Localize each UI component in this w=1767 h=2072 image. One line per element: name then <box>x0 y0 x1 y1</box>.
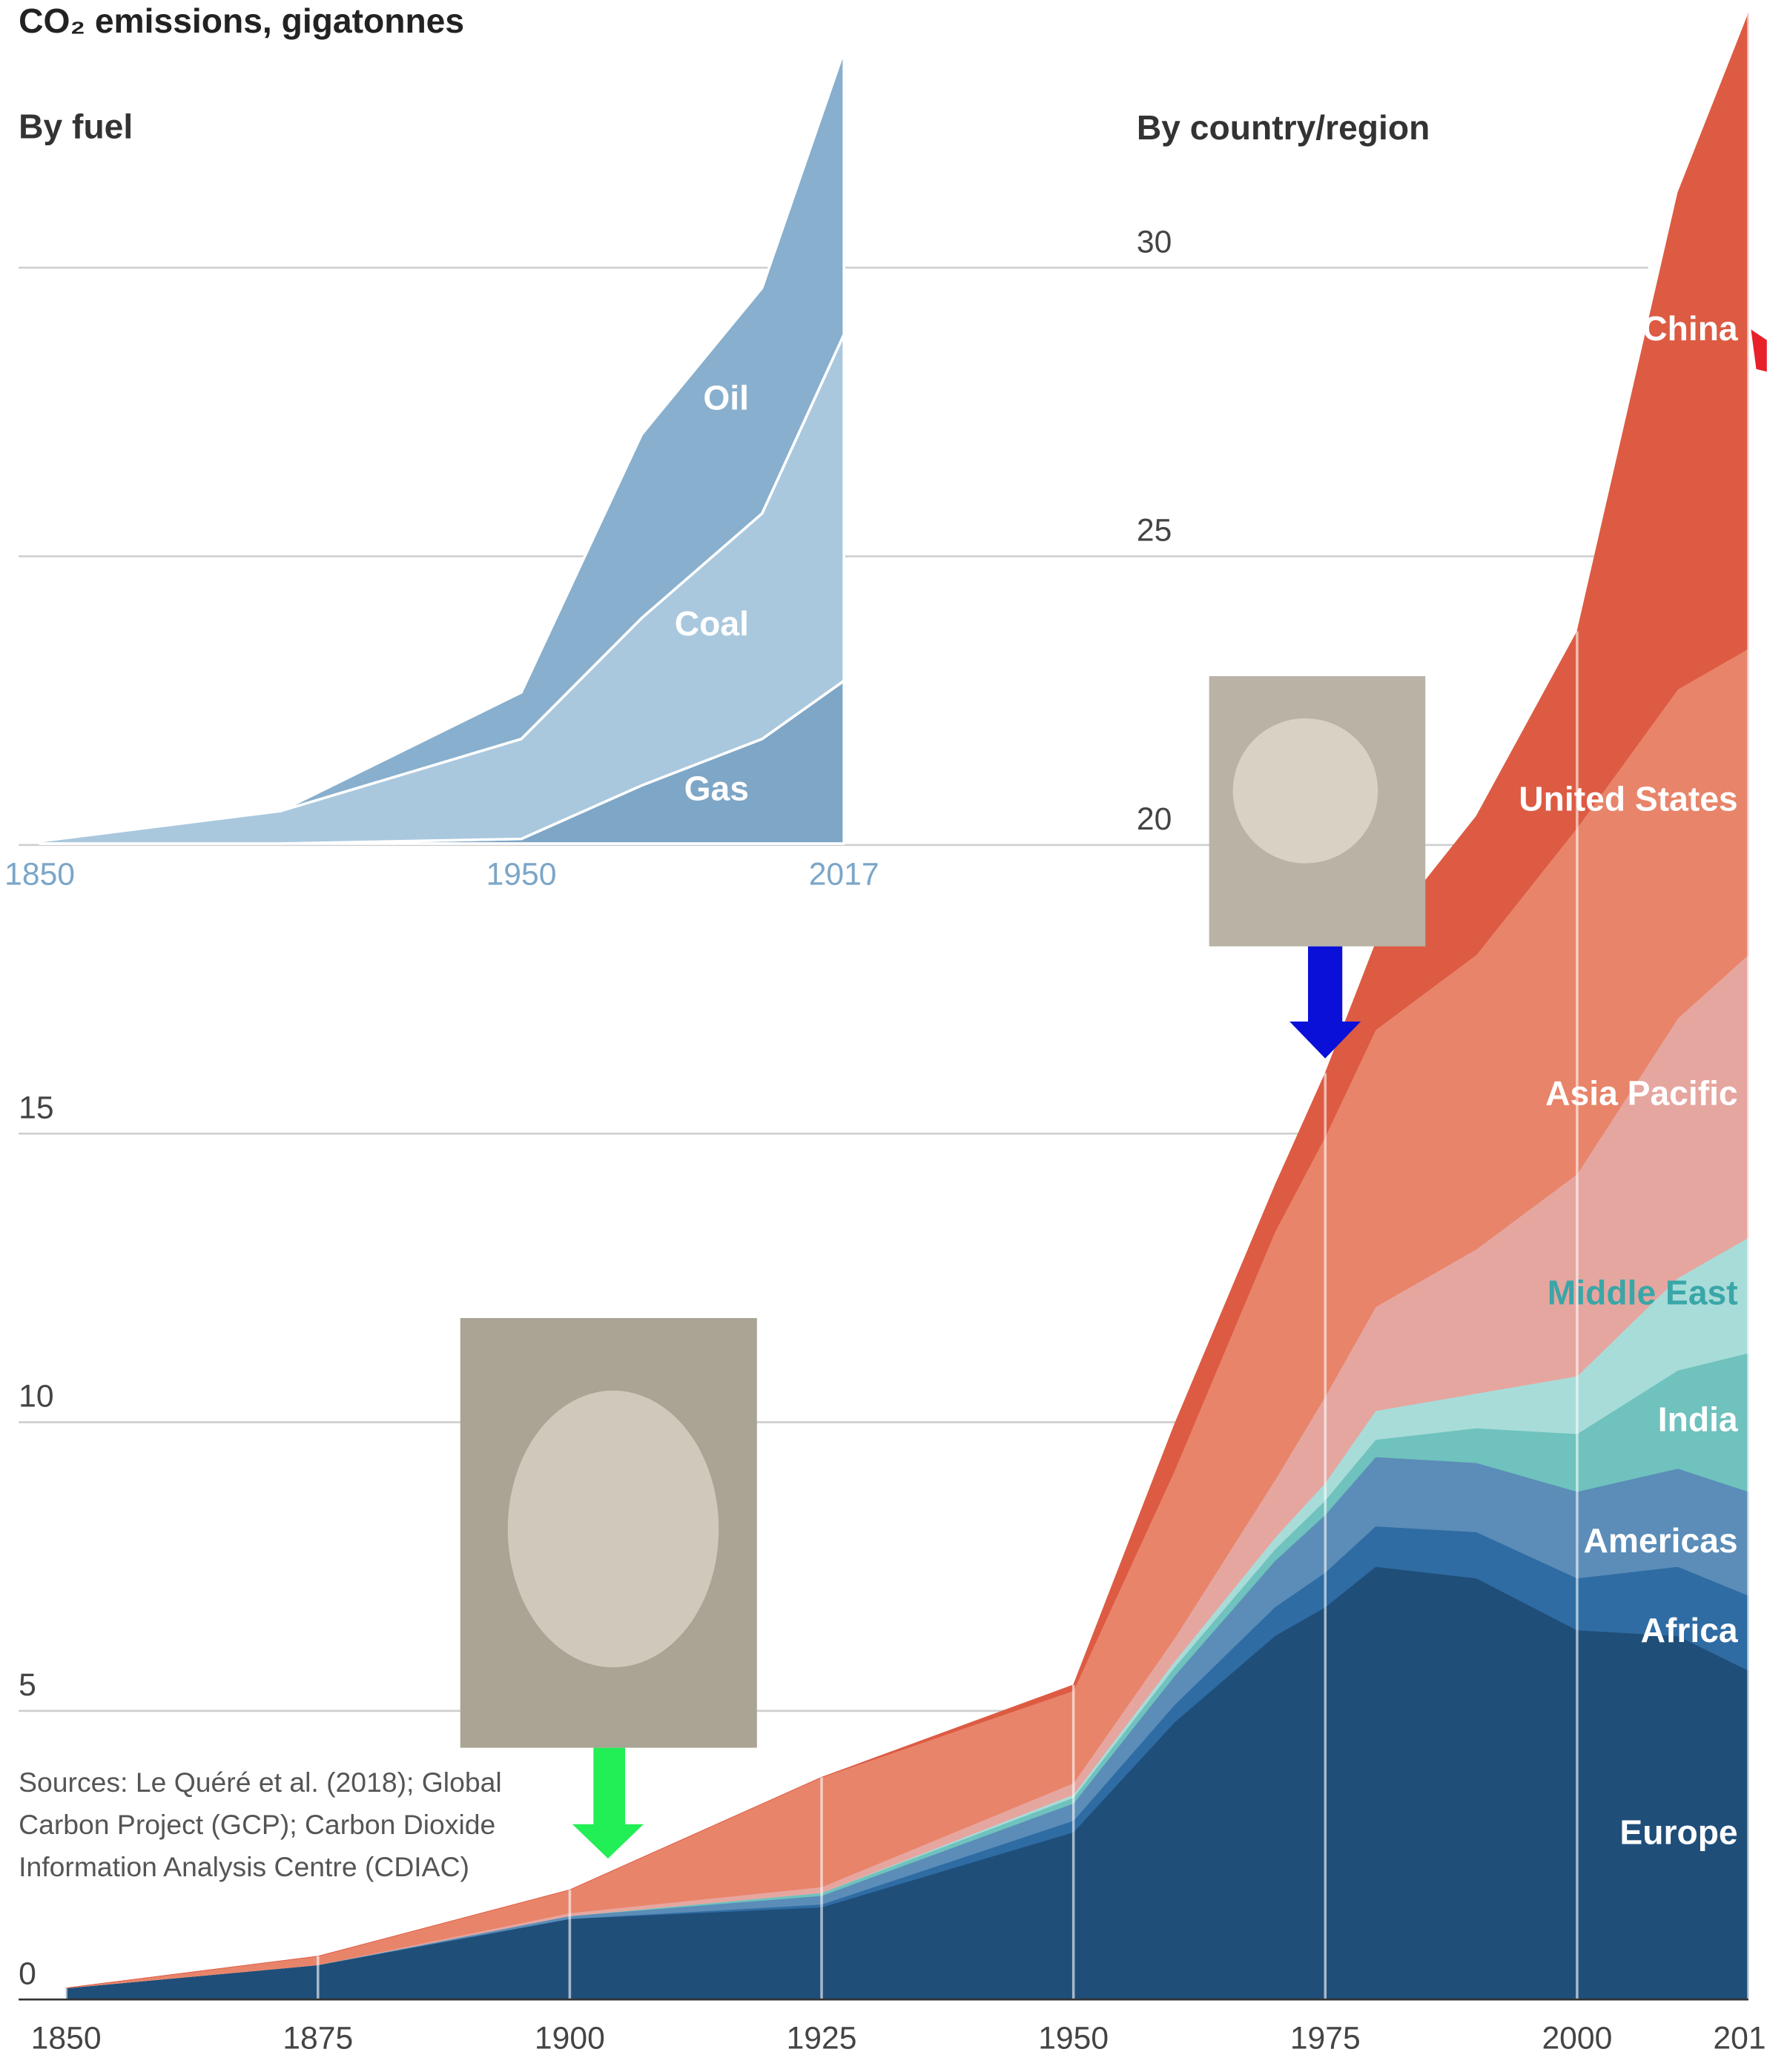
arrow <box>572 1747 644 1858</box>
x-tick-label: 2017 <box>1713 2021 1767 2056</box>
arrow <box>1289 946 1361 1059</box>
series-label: Coal <box>675 604 749 643</box>
y-tick-label: 15 <box>19 1090 53 1125</box>
series-label: Africa <box>1641 1611 1738 1649</box>
x-tick-label: 1950 <box>486 857 557 893</box>
series-label: United States <box>1519 780 1737 818</box>
source: Sources: Le Quéré et al. (2018); Global <box>19 1767 502 1798</box>
series-label: China <box>1642 309 1738 348</box>
x-tick-label: 1900 <box>535 2021 605 2056</box>
series-label: India <box>1658 1400 1738 1439</box>
series-label: Asia Pacific <box>1545 1074 1737 1113</box>
x-tick-label: 1925 <box>787 2021 857 2056</box>
inset-title: By fuel <box>19 107 133 145</box>
main-title: By country/region <box>1137 108 1430 147</box>
x-tick-label: 1950 <box>1038 2021 1109 2056</box>
source: Information Analysis Centre (CDIAC) <box>19 1851 469 1882</box>
arrow <box>1751 329 1767 372</box>
source: Carbon Project (GCP); Carbon Dioxide <box>19 1809 495 1840</box>
x-tick-label: 2017 <box>809 857 879 893</box>
series-label: Middle East <box>1548 1273 1738 1311</box>
series-label: Gas <box>684 769 749 808</box>
chart-title: CO₂ emissions, gigatonnes <box>19 1 464 40</box>
x-tick-label: 1850 <box>4 857 75 893</box>
photo-face <box>1232 718 1378 864</box>
x-tick-label: 1975 <box>1290 2021 1361 2056</box>
series-label: Americas <box>1584 1521 1738 1560</box>
y-tick-label: 5 <box>19 1667 36 1703</box>
y-tick-label: 20 <box>1137 801 1172 837</box>
x-tick-label: 1850 <box>31 2021 102 2056</box>
x-tick-label: 1875 <box>283 2021 353 2056</box>
y-tick-label: 10 <box>19 1379 53 1414</box>
photo-annotations <box>460 329 1767 1858</box>
photo-face <box>507 1390 719 1668</box>
y-tick-label: 25 <box>1137 513 1172 549</box>
series-label: Europe <box>1619 1813 1737 1851</box>
overlay: Gas Coal Oil 1850 1950 2017 0 5 10 15 20 25 30 Europe… <box>4 13 1767 2056</box>
series-label: Oil <box>703 379 749 417</box>
y-tick-label: 30 <box>1137 224 1172 259</box>
area <box>38 49 845 843</box>
x-tick-label: 2000 <box>1542 2021 1612 2056</box>
y-tick-label: 0 <box>19 1956 36 1991</box>
areas <box>38 13 1749 2000</box>
